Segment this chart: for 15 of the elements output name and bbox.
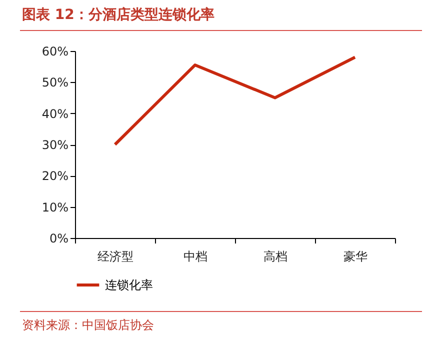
text: 资料来源：中国饭店协会 — [22, 317, 154, 334]
y-tick-label: 10% — [42, 200, 68, 214]
y-tick-label: 30% — [42, 138, 68, 152]
x-tick-label: 高档 — [264, 250, 288, 264]
y-tick-label: 50% — [42, 76, 68, 90]
y-tick-label: 40% — [42, 106, 68, 121]
y-tick-label: 20% — [42, 169, 68, 184]
y-tick-label: 60% — [42, 44, 68, 58]
x-tick-label: 中档 — [184, 250, 208, 264]
y-tick-label: 0% — [49, 232, 68, 246]
x-tick-label: 豪华 — [344, 250, 368, 264]
legend-label: 连锁化率 — [105, 278, 153, 292]
chart-title: 图表 12：分酒店类型连锁化率 — [22, 6, 214, 24]
x-tick-label: 经济型 — [98, 250, 134, 264]
line-series — [114, 56, 356, 146]
